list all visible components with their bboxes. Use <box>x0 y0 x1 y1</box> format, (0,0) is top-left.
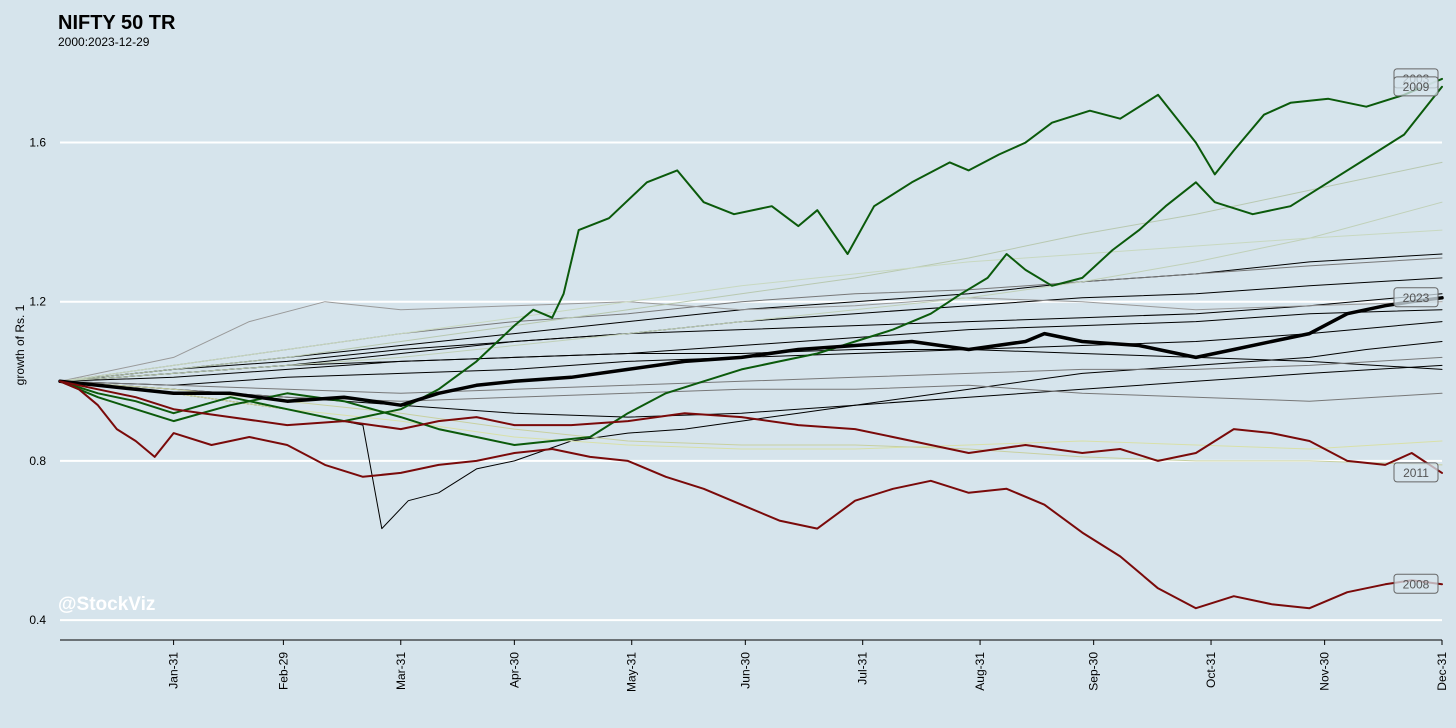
series-line <box>59 293 1443 382</box>
series-line-2011 <box>59 380 1443 474</box>
x-tick-label: Mar-31 <box>394 652 408 690</box>
series-line <box>59 380 1443 450</box>
y-axis: 0.4 0.8 1.2 1.6 <box>29 136 46 628</box>
y-tick-label: 0.8 <box>29 454 46 468</box>
series-line-2009 <box>59 85 1443 446</box>
series-line-2003 <box>59 77 1443 423</box>
y-tick-label: 1.6 <box>29 136 46 150</box>
x-tick-label: Sep-30 <box>1087 652 1101 691</box>
svg-text:2008: 2008 <box>1403 577 1430 591</box>
series-line-2008 <box>59 380 1443 610</box>
y-tick-label: 1.2 <box>29 295 46 309</box>
chart-title: NIFTY 50 TR <box>58 12 176 34</box>
x-tick-label: Nov-30 <box>1318 652 1332 691</box>
x-tick-label: Dec-31 <box>1435 652 1449 691</box>
series-label-2008: 2008 <box>1393 573 1439 594</box>
x-tick-label: Apr-30 <box>507 652 521 688</box>
y-tick-label: 0.4 <box>29 613 46 627</box>
series-line <box>59 297 1443 382</box>
x-tick-label: Oct-31 <box>1204 652 1218 688</box>
x-tick-label: Jan-31 <box>167 652 181 689</box>
series-line <box>59 309 1443 382</box>
x-tick-label: Jul-31 <box>856 652 870 685</box>
series-labels: 20032009202320112008 <box>1393 68 1439 594</box>
x-axis: Jan-31 Feb-29 Mar-31 Apr-30 May-31 Jun-30 Jul-… <box>60 639 1449 692</box>
y-axis-label: growth of Rs. 1 <box>13 304 27 385</box>
series-lines <box>58 77 1444 610</box>
x-tick-label: May-31 <box>625 652 639 692</box>
series-line <box>59 201 1443 382</box>
svg-text:2023: 2023 <box>1403 291 1430 305</box>
series-line <box>59 229 1443 382</box>
series-line <box>59 349 1443 382</box>
series-line <box>59 356 1443 394</box>
watermark: @StockViz <box>58 594 156 615</box>
series-label-2009: 2009 <box>1393 76 1439 97</box>
series-label-2023: 2023 <box>1393 287 1439 308</box>
series-label-2011: 2011 <box>1393 462 1439 483</box>
x-tick-label: Feb-29 <box>276 652 290 690</box>
series-line <box>59 364 1443 418</box>
series-line-2023 <box>58 296 1444 407</box>
svg-text:2009: 2009 <box>1403 80 1430 94</box>
svg-text:2011: 2011 <box>1403 466 1429 480</box>
series-line <box>59 380 1443 402</box>
series-line <box>59 341 1443 530</box>
series-line <box>59 161 1443 382</box>
x-tick-label: Jun-30 <box>738 652 752 689</box>
chart-subtitle: 2000:2023-12-29 <box>58 35 150 49</box>
x-tick-label: Aug-31 <box>973 652 987 691</box>
